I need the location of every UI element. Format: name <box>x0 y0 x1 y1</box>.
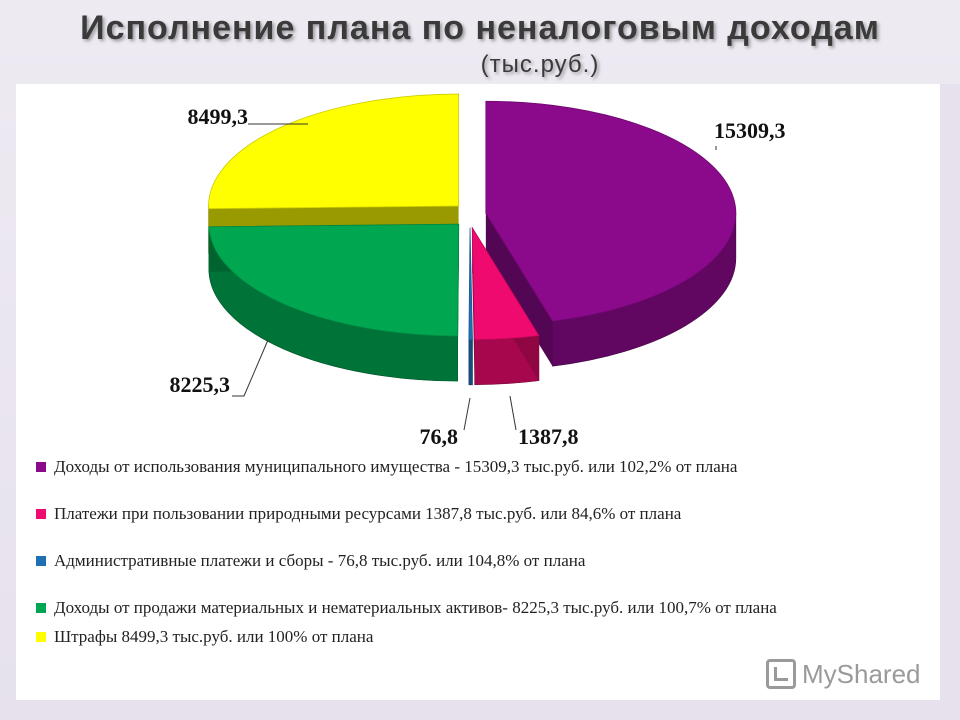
data-labels: 15309,3 1387,8 76,8 8225,3 8499,3 <box>170 104 786 449</box>
pie-slice <box>468 227 473 386</box>
slide-subtitle: (тыс.руб.) <box>480 51 600 78</box>
content-panel <box>16 84 940 700</box>
legend-swatch <box>36 462 46 472</box>
legend-swatch <box>36 556 46 566</box>
chart-legend: Доходы от использования муниципального и… <box>36 456 916 647</box>
data-label: 8499,3 <box>188 104 249 129</box>
data-label: 15309,3 <box>714 118 786 143</box>
data-label: 1387,8 <box>518 424 579 449</box>
slide-title: Исполнение плана по неналоговым доходам <box>80 9 880 47</box>
legend-text: Административные платежи и сборы - 76,8 … <box>54 551 586 570</box>
pie-slice <box>208 223 460 382</box>
data-label: 76,8 <box>420 424 459 449</box>
leader-line <box>463 397 471 431</box>
pie-slice <box>485 100 737 367</box>
pie-slice-top <box>468 227 473 341</box>
legend-item: Платежи при пользовании природными ресур… <box>36 503 916 524</box>
legend-text: Штрафы 8499,3 тыс.руб. или 100% от плана <box>54 627 374 646</box>
pie-slice-top <box>485 100 737 322</box>
leader-line <box>509 395 517 431</box>
myshared-logo-icon <box>766 659 796 689</box>
pie-slice <box>471 226 540 385</box>
leader-line <box>232 339 269 397</box>
legend-text: Доходы от использования муниципального и… <box>54 457 738 476</box>
legend-item: Штрафы 8499,3 тыс.руб. или 100% от плана <box>36 626 916 647</box>
pie-slice-top <box>208 223 460 337</box>
legend-swatch <box>36 603 46 613</box>
legend-item: Доходы от продажи материальных и нематер… <box>36 597 916 618</box>
frame-strip-right <box>940 84 960 720</box>
data-label: 8225,3 <box>170 372 231 397</box>
pie-slice-top <box>471 226 540 341</box>
pie-slices <box>208 93 737 386</box>
watermark-text: MyShared <box>802 658 921 689</box>
legend-text: Платежи при пользовании природными ресур… <box>54 504 682 523</box>
frame-strip-bottom <box>0 700 960 720</box>
leader-lines <box>232 123 717 431</box>
pie-slice-top <box>208 93 459 210</box>
legend-item: Доходы от использования муниципального и… <box>36 456 916 477</box>
legend-swatch <box>36 632 46 642</box>
legend-item: Административные платежи и сборы - 76,8 … <box>36 550 916 571</box>
watermark: MyShared <box>766 654 921 694</box>
pie-slice-side <box>485 213 553 367</box>
legend-text: Доходы от продажи материальных и нематер… <box>54 598 777 617</box>
title-block: Исполнение плана по неналоговым доходам … <box>0 4 960 86</box>
legend-swatch <box>36 509 46 519</box>
